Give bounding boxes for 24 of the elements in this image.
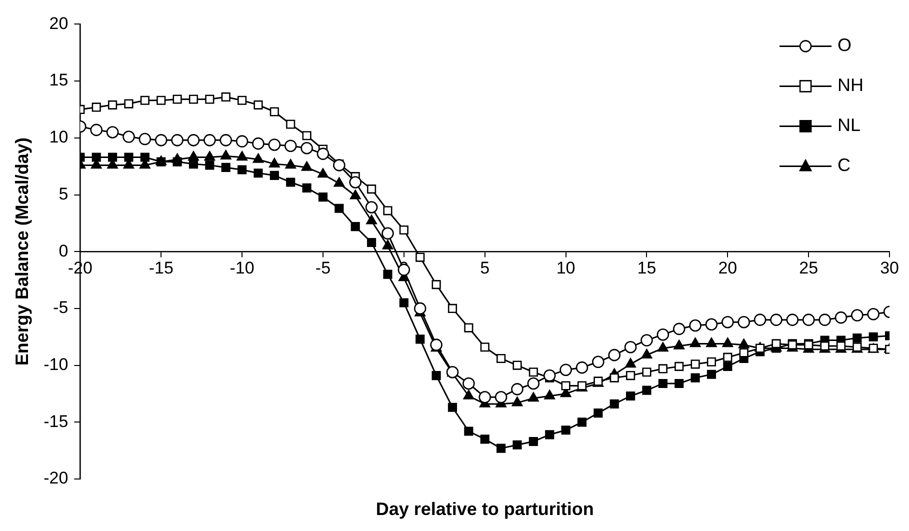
y-axis-title: Energy Balance (Mcal/day)	[12, 138, 32, 366]
legend-label: O	[838, 35, 852, 56]
x-tick-label: 10	[556, 258, 576, 278]
legend-label: C	[838, 155, 851, 176]
x-tick-label: -15	[148, 258, 174, 278]
x-tick-label: 20	[718, 258, 738, 278]
y-tick-label: -20	[44, 468, 68, 488]
y-tick-label: 15	[49, 70, 68, 90]
legend-label: NH	[838, 75, 864, 96]
x-tick-label: 15	[637, 258, 656, 278]
y-tick-label: -10	[44, 354, 68, 374]
y-tick-label: 0	[58, 241, 68, 260]
y-tick-label: -15	[44, 412, 68, 431]
x-tick-label: 25	[799, 258, 818, 278]
legend-label: NL	[838, 115, 861, 136]
x-axis-title: Day relative to parturition	[376, 498, 594, 519]
y-tick-label: 10	[49, 128, 68, 147]
y-tick-label: 20	[49, 14, 68, 33]
x-tick-label: -5	[315, 258, 331, 278]
y-tick-label: -5	[53, 298, 68, 318]
x-tick-label: 5	[480, 258, 490, 278]
y-tick-label: 5	[58, 184, 68, 204]
x-tick-label: -10	[230, 258, 254, 278]
x-tick-label: 30	[880, 258, 900, 278]
